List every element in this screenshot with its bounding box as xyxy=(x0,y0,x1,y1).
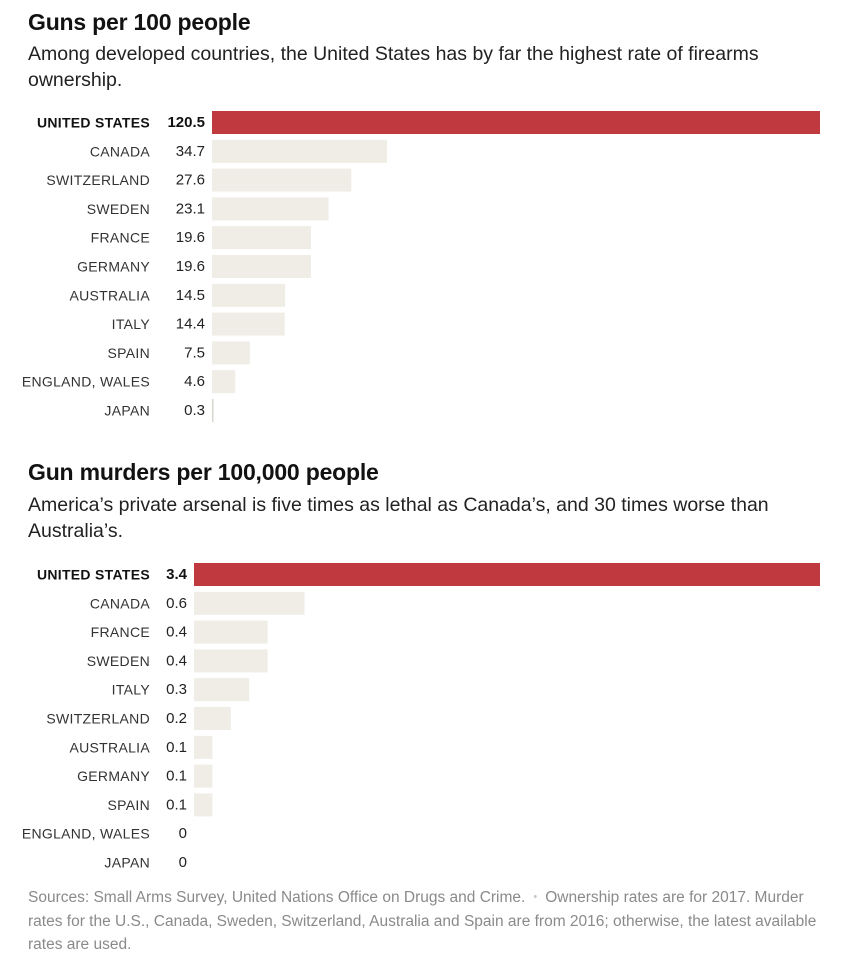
value-label-japan: 0.3 xyxy=(184,402,205,419)
value-label-australia: 14.5 xyxy=(176,287,205,304)
bar-france xyxy=(212,226,311,250)
value-label-australia: 0.1 xyxy=(166,739,187,756)
category-label-canada: CANADA xyxy=(90,595,151,611)
bar-united-states xyxy=(194,563,820,586)
guns-per-100-chart: UNITED STATES 120.5 CANADA 34.7 SWITZERLAND 2… xyxy=(22,111,820,422)
bar-switzerland xyxy=(194,707,231,730)
bar-england-wales xyxy=(212,370,236,394)
value-label-united-states: 120.5 xyxy=(167,114,205,131)
bar-italy xyxy=(194,678,250,702)
value-label-italy: 14.4 xyxy=(176,316,205,333)
bar-canada xyxy=(212,139,388,163)
chart2-title: Gun murders per 100,000 people xyxy=(28,459,379,485)
value-label-italy: 0.3 xyxy=(166,681,187,698)
value-label-spain: 0.1 xyxy=(166,796,187,813)
bar-germany xyxy=(194,764,213,788)
category-label-australia: AUSTRALIA xyxy=(70,739,151,755)
value-label-sweden: 0.4 xyxy=(166,652,187,669)
category-label-germany: GERMANY xyxy=(77,768,150,784)
bar-canada xyxy=(194,591,305,615)
category-label-germany: GERMANY xyxy=(77,259,150,275)
separator-dot: • xyxy=(533,891,538,903)
bar-italy xyxy=(212,312,285,336)
bar-united-states xyxy=(212,111,820,134)
bar-sweden xyxy=(194,649,268,673)
chart1-subtitle: Among developed countries, the United St… xyxy=(28,43,759,91)
value-label-united-states: 3.4 xyxy=(166,566,188,583)
sources-note: Sources: Small Arms Survey, United Natio… xyxy=(28,886,818,957)
bar-spain xyxy=(212,341,250,365)
value-label-germany: 0.1 xyxy=(166,768,187,785)
value-label-england-wales: 4.6 xyxy=(184,373,205,390)
bar-sweden xyxy=(212,197,329,221)
category-label-switzerland: SWITZERLAND xyxy=(46,172,150,188)
value-label-france: 0.4 xyxy=(166,624,187,641)
category-label-australia: AUSTRALIA xyxy=(70,287,151,303)
category-label-france: FRANCE xyxy=(91,624,150,640)
category-label-united-states: UNITED STATES xyxy=(37,567,150,583)
category-label-italy: ITALY xyxy=(112,682,151,698)
bar-australia xyxy=(212,283,286,307)
value-label-switzerland: 0.2 xyxy=(166,710,187,727)
category-label-england-wales: ENGLAND, WALES xyxy=(22,374,150,390)
sources-text: Sources: Small Arms Survey, United Natio… xyxy=(28,889,526,906)
value-label-japan: 0 xyxy=(179,854,187,871)
category-label-switzerland: SWITZERLAND xyxy=(46,711,150,727)
category-label-spain: SPAIN xyxy=(108,797,150,813)
category-label-sweden: SWEDEN xyxy=(87,653,150,669)
bar-france xyxy=(194,620,268,644)
category-label-japan: JAPAN xyxy=(104,403,150,419)
notes-text: Ownership rates are for 2017. Murder rat… xyxy=(28,889,817,953)
bar-min-mark-japan xyxy=(212,399,214,422)
category-label-canada: CANADA xyxy=(90,143,151,159)
value-label-sweden: 23.1 xyxy=(176,200,205,217)
category-label-united-states: UNITED STATES xyxy=(37,115,150,131)
bar-spain xyxy=(194,793,213,817)
category-label-england-wales: ENGLAND, WALES xyxy=(22,826,150,842)
chart1-title: Guns per 100 people xyxy=(28,9,251,35)
bar-switzerland xyxy=(212,168,352,192)
category-label-sweden: SWEDEN xyxy=(87,201,150,217)
bar-australia xyxy=(194,735,213,759)
category-label-spain: SPAIN xyxy=(108,345,150,361)
value-label-france: 19.6 xyxy=(176,229,205,246)
category-label-japan: JAPAN xyxy=(104,855,150,871)
gun-murders-chart: UNITED STATES 3.4 CANADA 0.6 FRANCE 0.4 SWEDEN… xyxy=(22,563,820,871)
category-label-italy: ITALY xyxy=(112,316,151,332)
value-label-canada: 0.6 xyxy=(166,595,187,612)
chart2-subtitle: America’s private arsenal is five times … xyxy=(28,494,769,542)
value-label-spain: 7.5 xyxy=(184,344,205,361)
value-label-switzerland: 27.6 xyxy=(176,172,205,189)
value-label-germany: 19.6 xyxy=(176,258,205,275)
value-label-canada: 34.7 xyxy=(176,143,205,160)
bar-germany xyxy=(212,255,311,278)
value-label-england-wales: 0 xyxy=(179,825,187,842)
category-label-france: FRANCE xyxy=(91,230,150,246)
